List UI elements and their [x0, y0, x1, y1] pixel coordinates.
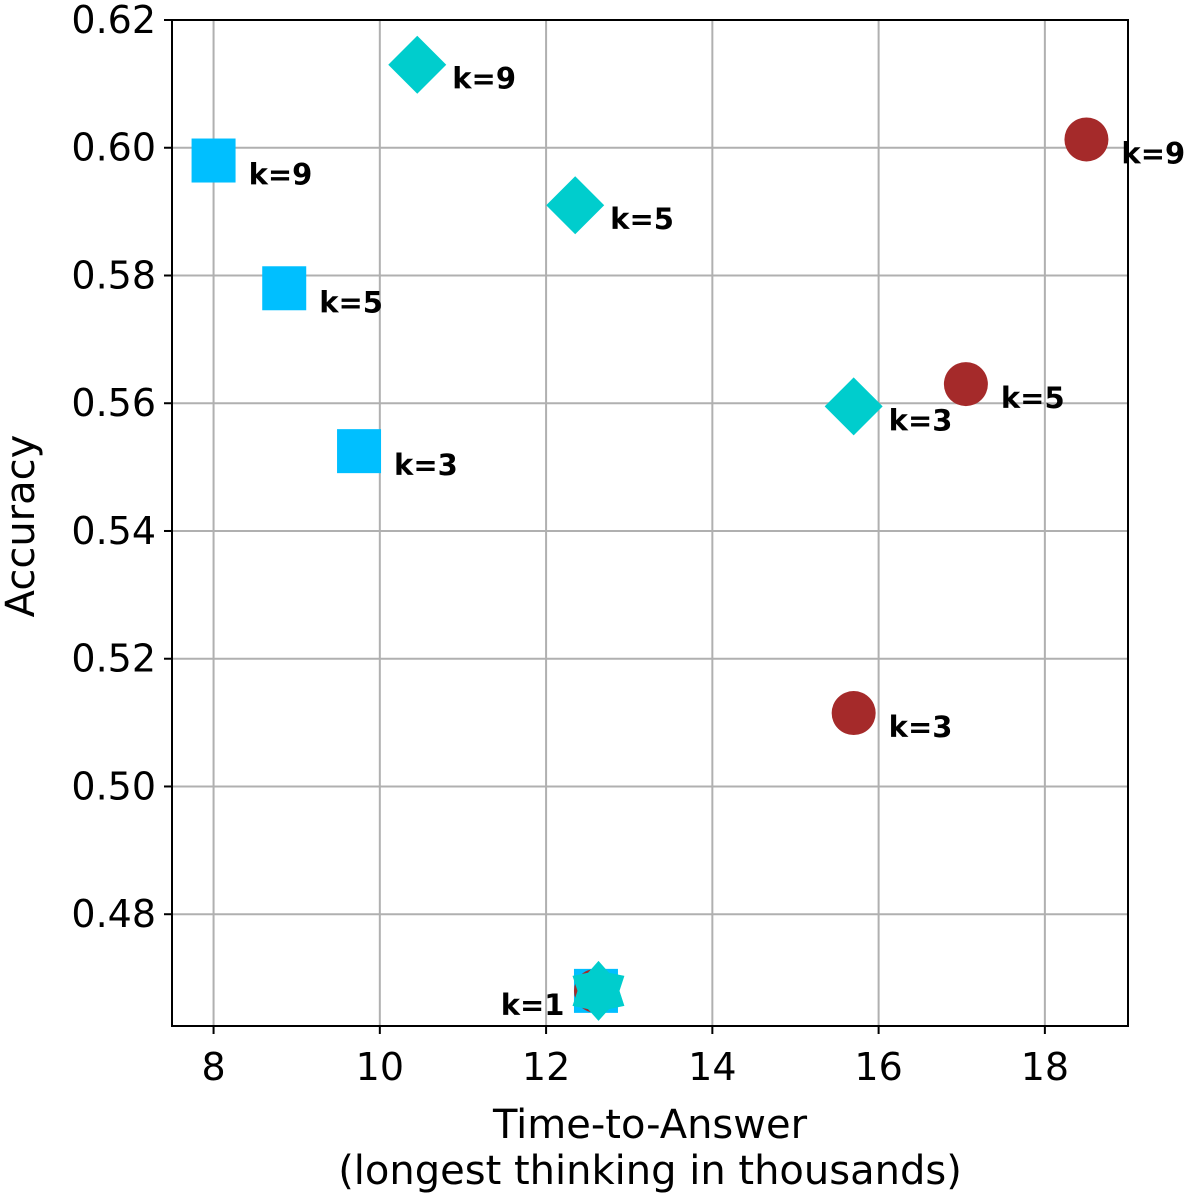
axis-ticks: 8 10 12 14 16 18 0.48 0.50 0.52 0.54 0.56 0.58 0.60 0…	[71, 0, 1069, 1089]
point-label: k=5	[319, 285, 383, 319]
y-tick-label: 0.62	[71, 0, 156, 42]
y-tick-label: 0.54	[71, 509, 156, 553]
plot-frame	[171, 19, 1129, 1027]
point-label: k=3	[889, 710, 953, 744]
circle-marker	[1064, 117, 1109, 162]
x-tick-label: 16	[854, 1045, 902, 1089]
grid	[172, 19, 1128, 1026]
point-labels: k=3 k=5 k=9 k=3 k=5 k=9 k=3 k=5 k=9 k=1	[249, 62, 1186, 1022]
y-tick-label: 0.48	[71, 892, 156, 936]
square-marker	[337, 429, 382, 474]
point-label: k=1	[501, 988, 565, 1022]
y-tick-label: 0.52	[71, 637, 156, 681]
circle-marker	[831, 691, 876, 736]
y-tick-label: 0.58	[71, 253, 156, 297]
x-tick-label: 18	[1021, 1045, 1069, 1089]
point-label: k=9	[452, 62, 516, 96]
point-label: k=5	[610, 202, 674, 236]
diamond-marker	[824, 377, 883, 436]
square-marker	[262, 266, 307, 311]
x-axis-title-line1: Time-to-Answer	[492, 1102, 808, 1148]
x-tick-label: 8	[201, 1045, 225, 1089]
point-label: k=9	[249, 158, 313, 192]
point-label: k=9	[1121, 136, 1185, 170]
point-label: k=3	[394, 448, 458, 482]
y-axis-title: Accuracy	[0, 435, 44, 618]
x-tick-label: 14	[688, 1045, 736, 1089]
diamond-marker	[546, 176, 605, 235]
point-label: k=3	[889, 403, 953, 437]
y-tick-label: 0.50	[71, 764, 156, 808]
data-points	[191, 35, 1109, 1021]
x-axis-title-line2: (longest thinking in thousands)	[338, 1148, 962, 1194]
y-tick-label: 0.56	[71, 381, 156, 425]
circle-marker	[943, 362, 988, 407]
y-tick-label: 0.60	[71, 126, 156, 170]
diamond-marker	[388, 35, 447, 94]
square-marker	[191, 138, 236, 183]
x-tick-label: 10	[356, 1045, 404, 1089]
point-label: k=5	[1001, 381, 1065, 415]
star-marker	[572, 960, 625, 1021]
x-tick-label: 12	[522, 1045, 570, 1089]
